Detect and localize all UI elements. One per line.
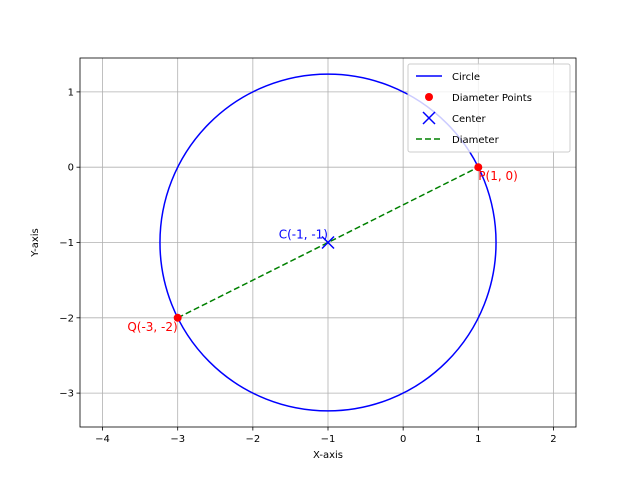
legend-entry-label: Center	[452, 114, 487, 125]
annotation-label: P(1, 0)	[478, 169, 518, 183]
annotation-label: C(-1, -1)	[279, 228, 328, 242]
y-tick-label: 1	[68, 87, 74, 98]
x-tick-label: −1	[321, 434, 336, 445]
axis-ticks: −4 −3 −2 −1 0 1 2 −3 −2 −1 0 1	[59, 87, 556, 445]
annotation-label: Q(-3, -2)	[127, 320, 177, 334]
x-tick-label: −3	[170, 434, 185, 445]
y-tick-label: −3	[59, 389, 74, 400]
y-axis-label: Y-axis	[30, 228, 41, 258]
center-marker	[321, 235, 335, 250]
plot-series	[159, 73, 497, 412]
diameter-point	[474, 163, 483, 172]
legend-box	[407, 63, 571, 153]
legend-entry-label: Diameter Points	[452, 93, 532, 104]
legend-entry-label: Circle	[452, 72, 480, 83]
x-tick-label: −4	[95, 434, 110, 445]
x-tick-label: 2	[550, 434, 556, 445]
circle-curve	[159, 73, 497, 412]
annotations: P(1, 0) Q(-3, -2) C(-1, -1)	[127, 169, 517, 334]
x-tick-label: 1	[475, 434, 481, 445]
legend-handle	[425, 93, 433, 101]
legend: Circle Diameter Points Center Diameter	[407, 63, 571, 153]
x-axis-label: X-axis	[313, 450, 343, 461]
x-tick-label: 0	[400, 434, 406, 445]
legend-handle	[422, 111, 436, 125]
y-tick-label: −1	[59, 238, 74, 249]
legend-entry-label: Diameter	[452, 135, 500, 146]
y-tick-label: −2	[59, 313, 74, 324]
diameter-line	[177, 166, 479, 319]
diameter-point	[173, 313, 182, 322]
y-tick-label: 0	[68, 163, 74, 174]
x-tick-label: −2	[245, 434, 260, 445]
